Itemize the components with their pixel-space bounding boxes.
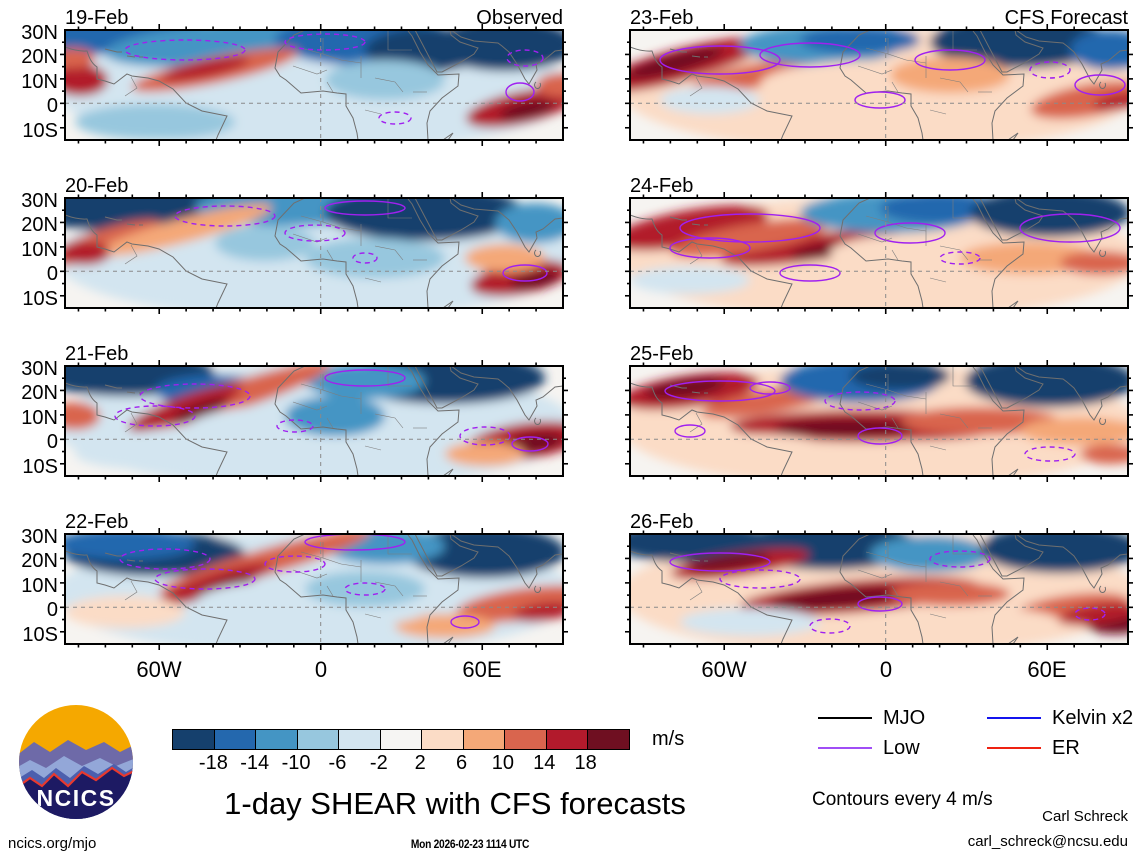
- lat-tick-label: 20N: [21, 382, 58, 405]
- longitude-axis-left: 60W 0 60E: [65, 656, 563, 684]
- lat-tick-label: 10S: [22, 119, 58, 142]
- colorbar-cell: [380, 730, 423, 749]
- lat-tick-label: 20N: [21, 550, 58, 573]
- lon-tick-label: 60W: [136, 657, 182, 682]
- legend-item-kelvin: Kelvin x2: [987, 706, 1133, 730]
- lon-tick-label: 60W: [701, 657, 747, 682]
- map-panel-22feb: 22-Feb: [60, 508, 568, 650]
- lat-tick-label: 10N: [21, 238, 58, 261]
- legend-item-mjo: MJO: [818, 706, 925, 730]
- shear-map: [60, 24, 568, 146]
- lat-tick-label: 30N: [21, 358, 58, 380]
- lat-tick-label: 30N: [21, 190, 58, 212]
- figure-title: 1-day SHEAR with CFS forecasts: [224, 786, 686, 821]
- colorbar-tick-label: 6: [455, 752, 468, 774]
- kelvin-line-swatch: [987, 717, 1041, 719]
- shear-map: [60, 528, 568, 650]
- lat-tick-label: 10S: [22, 455, 58, 478]
- map-panel-23feb: 23-Feb CFS Forecast: [625, 4, 1133, 146]
- colorbar: [172, 729, 630, 750]
- shear-map: [625, 192, 1133, 314]
- map-panel-21feb: 21-Feb: [60, 340, 568, 482]
- lon-tick-label: 60E: [1027, 657, 1067, 682]
- map-panel-24feb: 24-Feb: [625, 172, 1133, 314]
- column-label-observed: Observed: [476, 7, 563, 29]
- lat-tick-label: 10N: [21, 70, 58, 93]
- lat-tick-label: 10S: [22, 287, 58, 310]
- er-line-swatch: [987, 747, 1041, 749]
- legend-item-er: ER: [987, 736, 1080, 760]
- panel-date: 23-Feb: [630, 7, 694, 29]
- colorbar-tick-label: -18: [198, 752, 228, 774]
- panel-date: 19-Feb: [65, 7, 129, 29]
- ncics-logo: NCICS: [19, 705, 133, 819]
- colorbar-units: m/s: [652, 728, 685, 750]
- colorbar-tick-label: -14: [240, 752, 270, 774]
- lat-tick-label: 10N: [21, 406, 58, 429]
- shear-map: [60, 192, 568, 314]
- shear-map: [60, 360, 568, 482]
- lon-tick-label: 0: [314, 657, 328, 682]
- contour-interval-note: Contours every 4 m/s: [812, 789, 993, 810]
- lat-tick-label: 20N: [21, 46, 58, 69]
- map-panel-26feb: 26-Feb: [625, 508, 1133, 650]
- colorbar-cell: [339, 730, 381, 749]
- longitude-axis-right: 60W 0 60E: [630, 656, 1128, 684]
- lat-tick-label: 10N: [21, 574, 58, 597]
- panel-date: 26-Feb: [630, 511, 694, 533]
- legend-item-low: Low: [818, 736, 920, 760]
- low-line-swatch: [818, 747, 872, 749]
- credit-author: Carl Schreck: [1042, 808, 1128, 825]
- colorbar-cell: [214, 730, 257, 749]
- column-label-forecast: CFS Forecast: [1004, 7, 1128, 29]
- mjo-line-swatch: [818, 717, 872, 719]
- generation-timestamp: Mon 2026-02-23 1114 UTC: [410, 837, 530, 851]
- colorbar-tick-label: 14: [533, 752, 556, 774]
- legend-label: Kelvin x2: [1052, 707, 1134, 729]
- legend-label: ER: [1052, 737, 1080, 759]
- colorbar-tick-label: -2: [369, 752, 388, 774]
- colorbar-cell: [422, 730, 464, 749]
- legend-label: MJO: [883, 707, 926, 729]
- legend-label: Low: [883, 737, 920, 759]
- colorbar-labels: -18 -14 -10 -6 -2 2 6 10 14 18: [172, 751, 630, 775]
- colorbar-cell: [505, 730, 547, 749]
- shear-map: [625, 24, 1133, 146]
- lat-tick-label: 0: [46, 431, 58, 454]
- colorbar-tick-label: -6: [328, 752, 347, 774]
- lat-tick-label: 20N: [21, 214, 58, 237]
- panel-date: 21-Feb: [65, 343, 129, 365]
- lon-tick-label: 0: [879, 657, 893, 682]
- colorbar-tick-label: 18: [574, 752, 597, 774]
- logo-text: NCICS: [36, 785, 115, 811]
- colorbar-tick-label: 10: [491, 752, 515, 774]
- colorbar-cell: [463, 730, 506, 749]
- lat-tick-label: 30N: [21, 526, 58, 548]
- panel-date: 20-Feb: [65, 175, 129, 197]
- colorbar-cell: [588, 730, 630, 749]
- shear-map: [625, 360, 1133, 482]
- colorbar-cell: [256, 730, 298, 749]
- credit-email: carl_schreck@ncsu.edu: [967, 833, 1128, 850]
- panel-date: 25-Feb: [630, 343, 694, 365]
- colorbar-cell: [173, 730, 215, 749]
- lat-tick-label: 30N: [21, 22, 58, 44]
- shear-map: [625, 528, 1133, 650]
- map-panel-25feb: 25-Feb: [625, 340, 1133, 482]
- lat-tick-label: 10S: [22, 623, 58, 646]
- lon-tick-label: 60E: [462, 657, 502, 682]
- lat-tick-label: 0: [46, 95, 58, 118]
- map-panel-19feb: 19-Feb Observed: [60, 4, 568, 146]
- colorbar-cell: [297, 730, 340, 749]
- colorbar-cell: [546, 730, 589, 749]
- lat-tick-label: 0: [46, 599, 58, 622]
- site-url: ncics.org/mjo: [8, 835, 97, 852]
- panel-date: 24-Feb: [630, 175, 694, 197]
- colorbar-tick-label: 2: [414, 752, 426, 774]
- lat-tick-label: 0: [46, 263, 58, 286]
- map-panel-20feb: 20-Feb: [60, 172, 568, 314]
- panel-date: 22-Feb: [65, 511, 129, 533]
- colorbar-tick-label: -10: [281, 752, 311, 774]
